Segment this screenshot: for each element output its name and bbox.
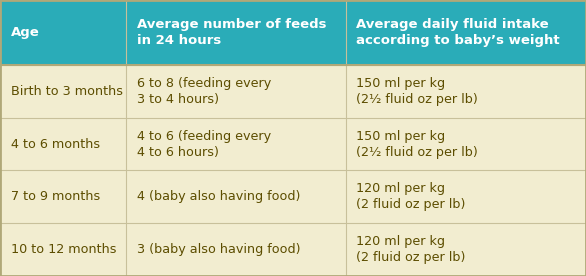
Text: 10 to 12 months: 10 to 12 months [11, 243, 116, 256]
Text: Birth to 3 months: Birth to 3 months [11, 85, 122, 98]
Text: 150 ml per kg
(2½ fluid oz per lb): 150 ml per kg (2½ fluid oz per lb) [356, 77, 478, 106]
Text: 120 ml per kg
(2 fluid oz per lb): 120 ml per kg (2 fluid oz per lb) [356, 235, 466, 264]
Text: 120 ml per kg
(2 fluid oz per lb): 120 ml per kg (2 fluid oz per lb) [356, 182, 466, 211]
Text: Average number of feeds
in 24 hours: Average number of feeds in 24 hours [137, 18, 326, 47]
Bar [0, 0, 586, 65]
Text: 4 to 6 (feeding every
4 to 6 hours): 4 to 6 (feeding every 4 to 6 hours) [137, 129, 271, 158]
Text: 4 to 6 months: 4 to 6 months [11, 137, 100, 150]
Text: 6 to 8 (feeding every
3 to 4 hours): 6 to 8 (feeding every 3 to 4 hours) [137, 77, 271, 106]
Text: Average daily fluid intake
according to baby’s weight: Average daily fluid intake according to … [356, 18, 560, 47]
Text: 7 to 9 months: 7 to 9 months [11, 190, 100, 203]
Text: 150 ml per kg
(2½ fluid oz per lb): 150 ml per kg (2½ fluid oz per lb) [356, 129, 478, 158]
Text: 4 (baby also having food): 4 (baby also having food) [137, 190, 300, 203]
Text: Age: Age [11, 26, 39, 39]
Text: 3 (baby also having food): 3 (baby also having food) [137, 243, 300, 256]
